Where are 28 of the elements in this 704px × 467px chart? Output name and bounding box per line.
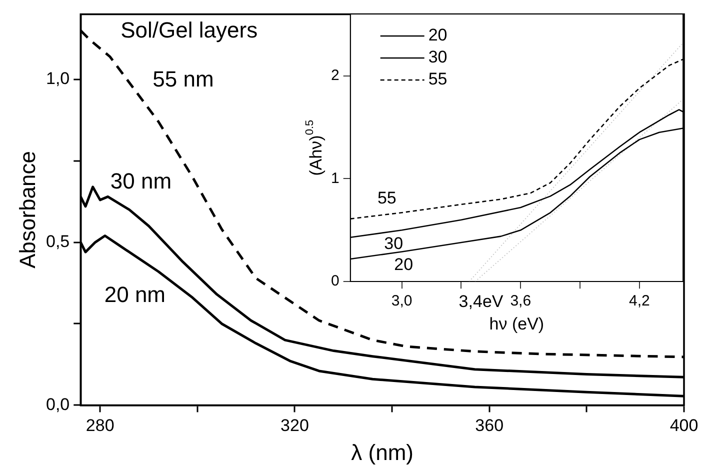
y-tick-label: 0,0: [46, 394, 70, 414]
legend-label: 30: [428, 48, 448, 67]
text: 55: [377, 188, 396, 208]
x-tick-label: 280: [86, 416, 114, 436]
legend-label: 20: [428, 26, 448, 45]
legend-label: 55: [428, 70, 448, 89]
x-axis-title: λ (nm): [351, 440, 414, 465]
series-label: 30 nm: [110, 168, 172, 194]
x-tick-label: 320: [280, 416, 309, 436]
text: 20: [394, 255, 414, 274]
x-tick-label: 3,6: [510, 292, 532, 310]
x-tick-label: 3,0: [391, 292, 412, 310]
y-tick-label: 1,0: [46, 69, 70, 88]
series-label: 20 nm: [104, 282, 166, 307]
x-tick-label: 360: [475, 416, 504, 436]
annotation: 3,4eV: [458, 292, 504, 311]
y-tick-label: 1: [331, 170, 340, 187]
y-tick-label: 2: [331, 66, 340, 84]
y-tick-label: 0,5: [46, 232, 70, 251]
x-axis-title: hν (eV): [489, 314, 544, 334]
x-tick-label: 4,2: [629, 292, 650, 310]
x-tick-label: 400: [670, 416, 698, 436]
y-axis-title: (Ahν)0.5: [304, 120, 326, 176]
y-axis-title: Absorbance: [14, 150, 40, 268]
y-tick-label: 0: [331, 272, 340, 290]
series-label: 55 nm: [152, 66, 214, 92]
text: 30: [384, 234, 404, 253]
annotation: Sol/Gel layers: [120, 17, 258, 42]
